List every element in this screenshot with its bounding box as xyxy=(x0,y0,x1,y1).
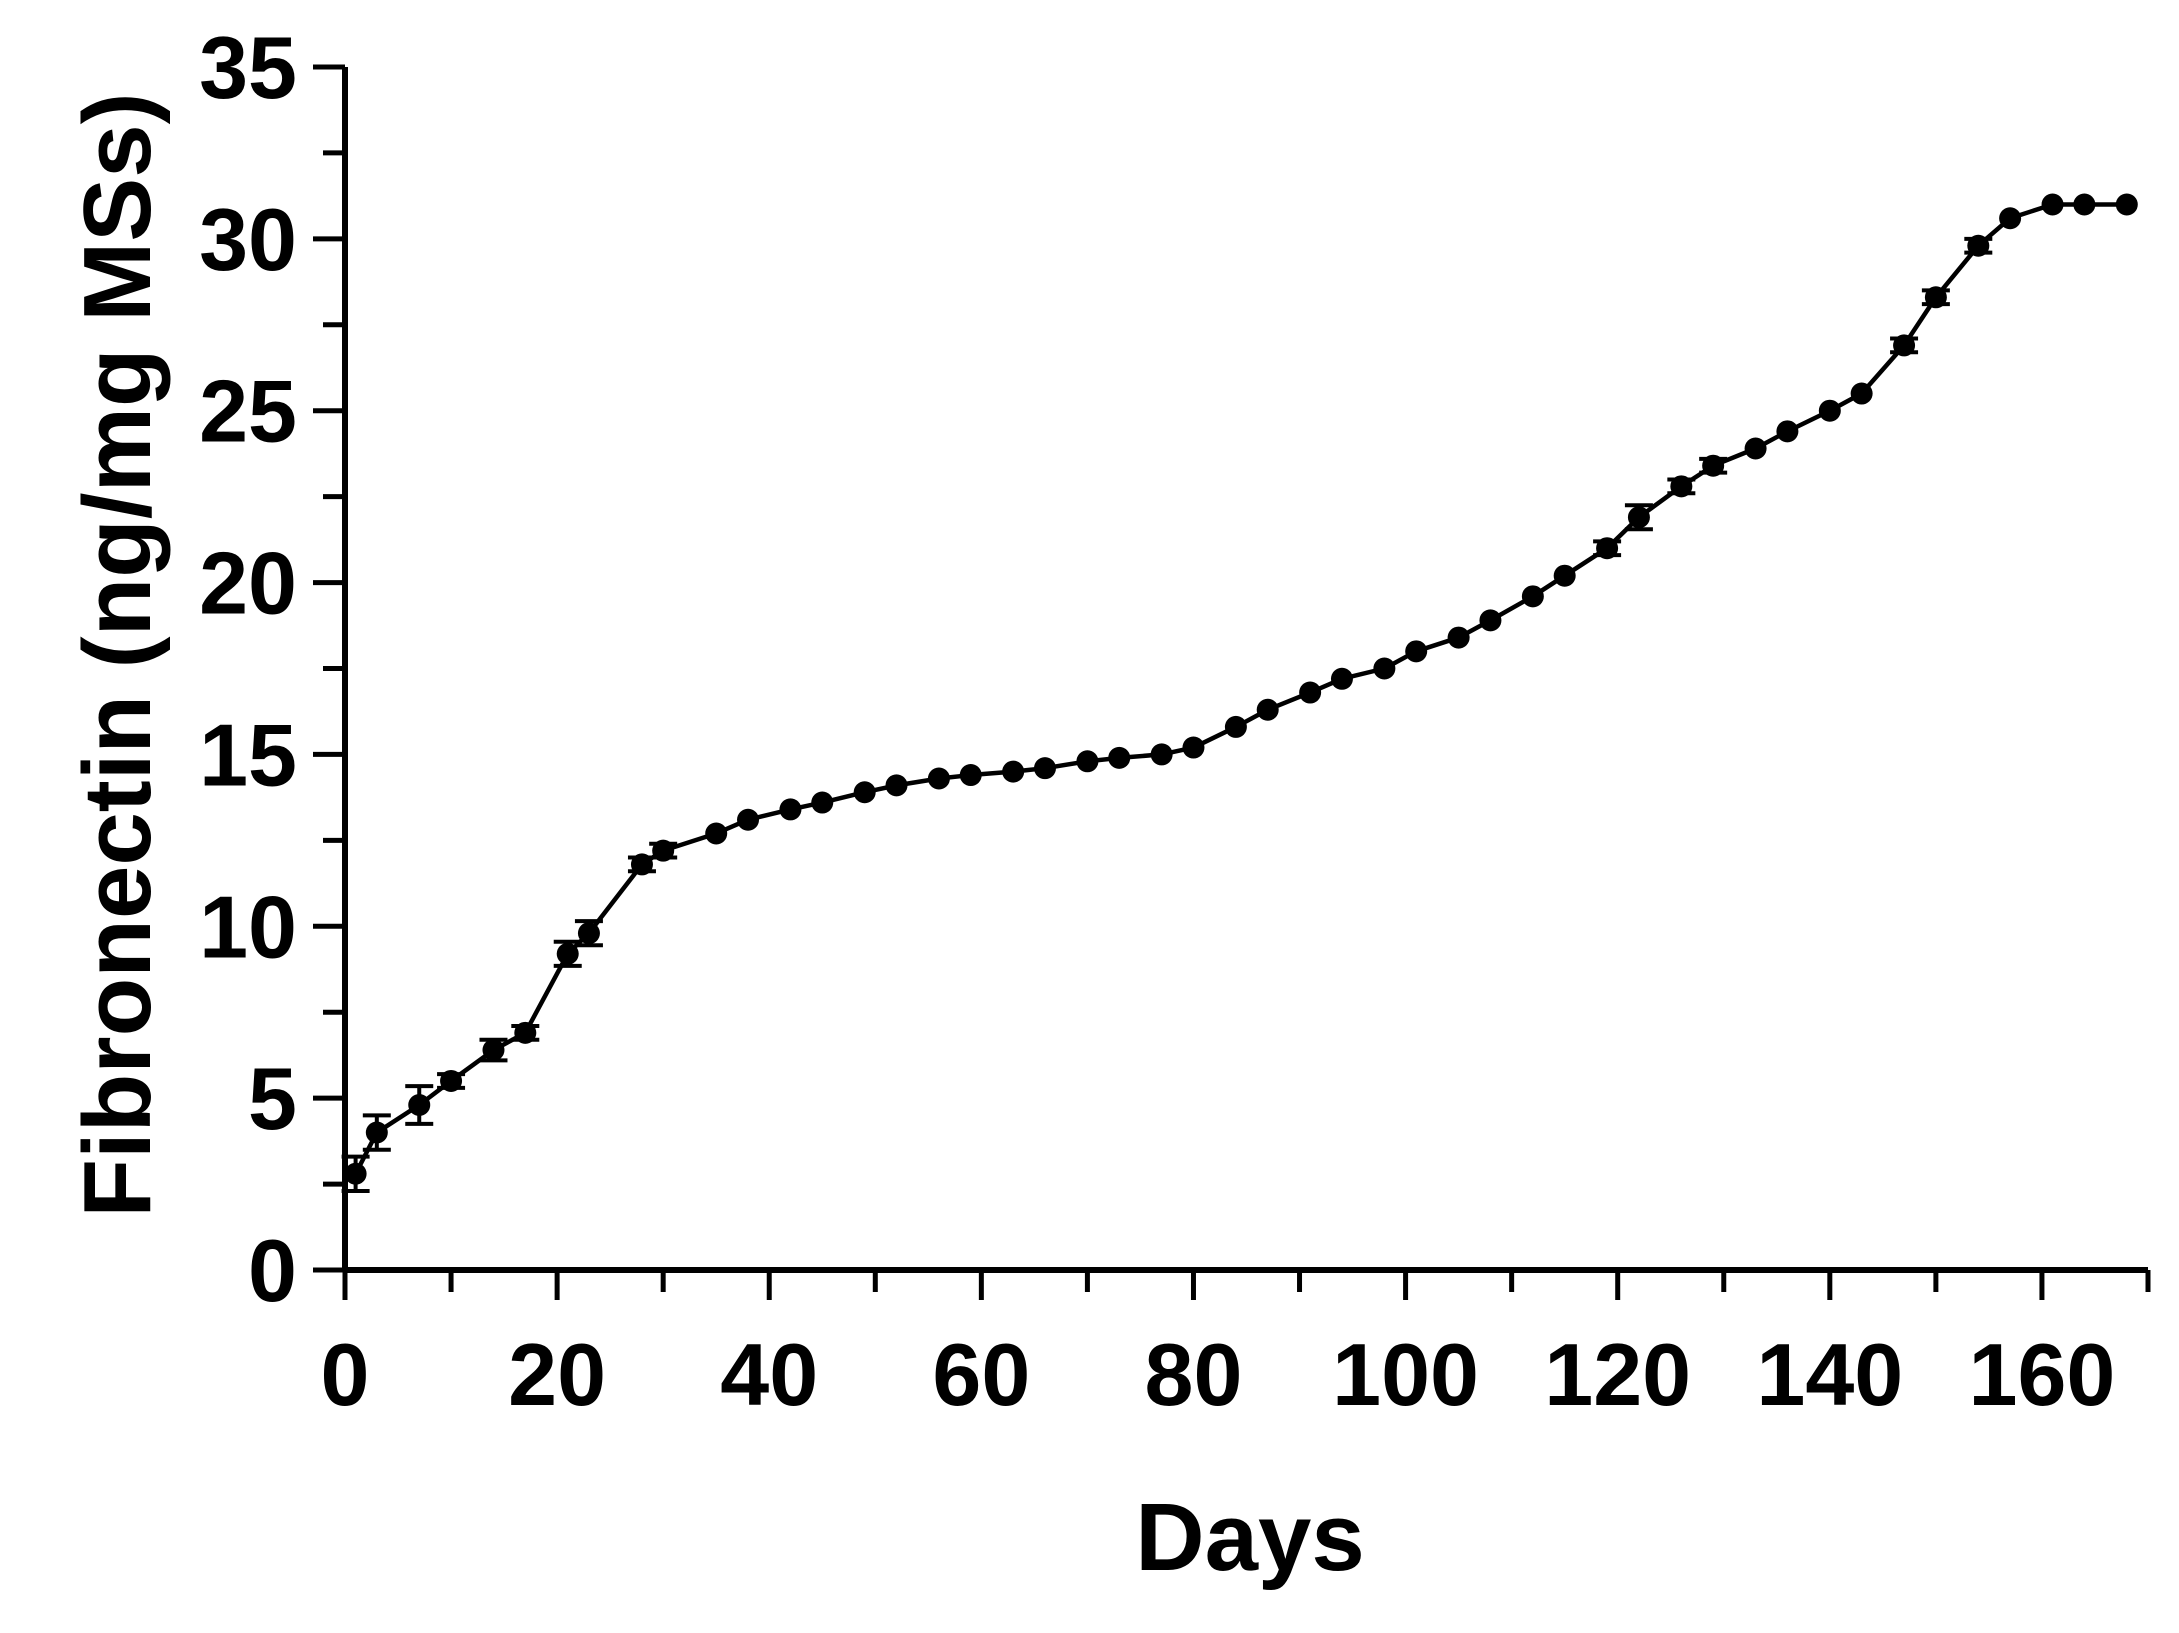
data-point xyxy=(1479,609,1502,632)
data-point xyxy=(1967,234,1990,257)
data-point xyxy=(2041,193,2064,216)
tick-marks xyxy=(313,64,2151,1300)
data-point xyxy=(365,1121,388,1144)
y-tick-label: 30 xyxy=(199,190,297,289)
data-point xyxy=(1224,715,1247,738)
y-axis-title: Fibronectin (ng/mg MSs) xyxy=(64,92,171,1217)
x-axis-title: Days xyxy=(1135,1484,1365,1591)
y-tick-label: 10 xyxy=(199,877,297,976)
data-point xyxy=(2073,193,2096,216)
x-tick-label: 160 xyxy=(1969,1325,2116,1424)
data-point xyxy=(1299,681,1322,704)
data-point xyxy=(1702,454,1725,477)
data-point xyxy=(779,798,802,821)
data-point xyxy=(1893,334,1916,357)
x-tick-label: 140 xyxy=(1756,1325,1903,1424)
y-tick-label: 20 xyxy=(199,534,297,633)
data-point xyxy=(1999,207,2022,230)
y-tick-label: 0 xyxy=(248,1221,297,1320)
data-point xyxy=(630,853,653,876)
data-series xyxy=(341,193,2138,1193)
data-point xyxy=(2115,193,2138,216)
data-point xyxy=(1553,564,1576,587)
x-tick-label: 40 xyxy=(720,1325,818,1424)
data-point xyxy=(440,1069,463,1092)
data-point xyxy=(1256,698,1279,721)
data-point xyxy=(1924,286,1947,309)
data-point xyxy=(1596,537,1619,560)
data-point xyxy=(482,1039,505,1062)
data-point xyxy=(514,1021,537,1044)
data-point xyxy=(1818,399,1841,422)
data-point xyxy=(1076,750,1099,773)
data-point xyxy=(1521,585,1544,608)
data-point xyxy=(1627,506,1650,529)
data-point xyxy=(853,781,876,804)
x-tick-label: 0 xyxy=(321,1325,370,1424)
axes xyxy=(342,67,2148,1273)
x-tick-label: 100 xyxy=(1332,1325,1479,1424)
series-line xyxy=(353,202,2127,1175)
data-point xyxy=(577,922,600,945)
data-point xyxy=(1108,746,1131,769)
data-point xyxy=(1744,437,1767,460)
data-point xyxy=(1002,760,1025,783)
data-point xyxy=(408,1094,431,1117)
data-point xyxy=(1447,626,1470,649)
tick-labels: 0 20 40 60 80 100 120 140 160 0 5 10 15 20 25 30 35 xyxy=(199,18,2115,1424)
x-tick-label: 60 xyxy=(932,1325,1030,1424)
x-tick-label: 80 xyxy=(1145,1325,1243,1424)
data-point xyxy=(885,774,908,797)
data-point xyxy=(959,764,982,787)
data-point xyxy=(1850,382,1873,405)
data-point xyxy=(811,791,834,814)
y-tick-label: 5 xyxy=(248,1049,297,1148)
x-tick-label: 20 xyxy=(508,1325,606,1424)
data-point xyxy=(1776,420,1799,443)
data-point xyxy=(1405,640,1428,663)
data-point xyxy=(1373,657,1396,680)
data-point xyxy=(652,839,675,862)
data-point xyxy=(1330,667,1353,690)
y-tick-label: 25 xyxy=(199,362,297,461)
y-tick-label: 15 xyxy=(199,705,297,804)
data-point xyxy=(556,942,579,965)
data-point xyxy=(1033,757,1056,780)
data-point xyxy=(705,822,728,845)
x-tick-label: 120 xyxy=(1544,1325,1691,1424)
data-point xyxy=(927,767,950,790)
data-point xyxy=(344,1162,367,1185)
data-point xyxy=(1670,475,1693,498)
data-point xyxy=(737,808,760,831)
data-point xyxy=(1150,743,1173,766)
y-tick-label: 35 xyxy=(199,18,297,117)
data-point xyxy=(1182,736,1205,759)
